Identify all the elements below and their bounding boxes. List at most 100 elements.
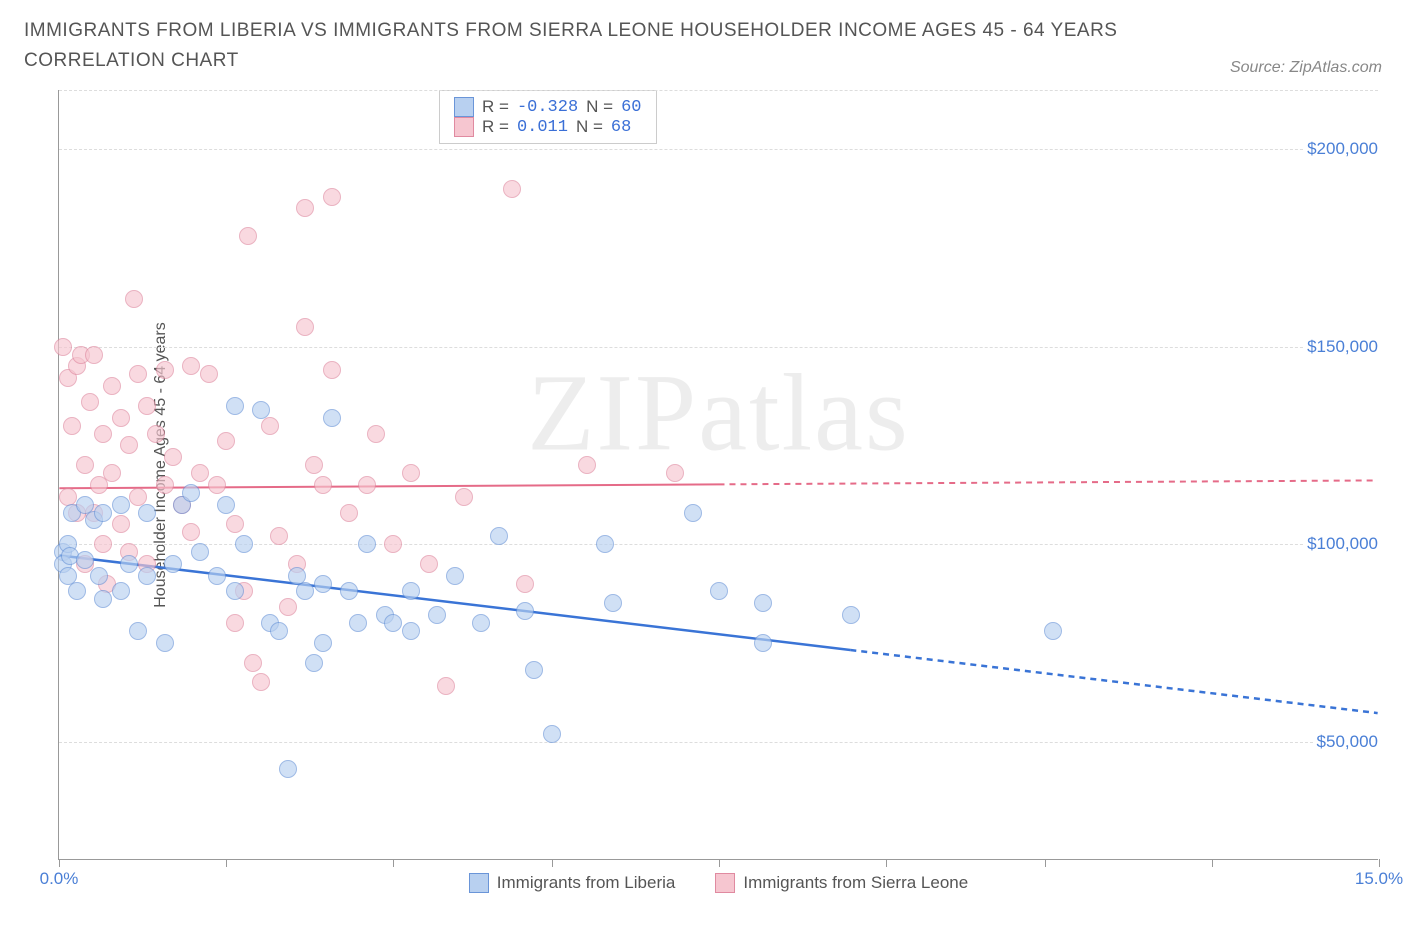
- data-point: [164, 555, 182, 573]
- data-point: [358, 476, 376, 494]
- data-point: [314, 634, 332, 652]
- data-point: [156, 476, 174, 494]
- data-point: [200, 365, 218, 383]
- y-tick-label: $200,000: [1303, 139, 1382, 159]
- data-point: [68, 582, 86, 600]
- data-point: [217, 432, 235, 450]
- data-point: [578, 456, 596, 474]
- x-tick-label: 0.0%: [40, 869, 79, 889]
- data-point: [305, 654, 323, 672]
- data-point: [85, 346, 103, 364]
- x-tick: [226, 859, 227, 867]
- data-point: [279, 760, 297, 778]
- data-point: [296, 199, 314, 217]
- data-point: [384, 535, 402, 553]
- x-tick-label: 15.0%: [1355, 869, 1403, 889]
- series-legend: Immigrants from Liberia Immigrants from …: [59, 873, 1378, 893]
- source-credit: Source: ZipAtlas.com: [1230, 59, 1382, 77]
- data-point: [244, 654, 262, 672]
- data-point: [472, 614, 490, 632]
- x-tick: [1379, 859, 1380, 867]
- data-point: [358, 535, 376, 553]
- legend-swatch-sierra-leone: [454, 117, 474, 137]
- data-point: [314, 476, 332, 494]
- data-point: [420, 555, 438, 573]
- x-tick: [719, 859, 720, 867]
- data-point: [138, 504, 156, 522]
- chart-plot-area: ZIPatlas R = -0.328 N = 60 R = 0.011 N =…: [58, 90, 1378, 860]
- data-point: [428, 606, 446, 624]
- data-point: [384, 614, 402, 632]
- data-point: [261, 417, 279, 435]
- data-point: [156, 634, 174, 652]
- data-point: [129, 622, 147, 640]
- data-point: [842, 606, 860, 624]
- legend-swatch-sierra-leone-icon: [715, 873, 735, 893]
- data-point: [314, 575, 332, 593]
- data-point: [81, 393, 99, 411]
- data-point: [226, 397, 244, 415]
- data-point: [226, 582, 244, 600]
- data-point: [323, 409, 341, 427]
- data-point: [125, 290, 143, 308]
- data-point: [94, 425, 112, 443]
- data-point: [239, 227, 257, 245]
- data-point: [208, 567, 226, 585]
- data-point: [402, 622, 420, 640]
- x-tick: [1212, 859, 1213, 867]
- data-point: [296, 582, 314, 600]
- data-point: [710, 582, 728, 600]
- data-point: [490, 527, 508, 545]
- correlation-legend: R = -0.328 N = 60 R = 0.011 N = 68: [439, 90, 657, 144]
- legend-n-value-1: 68: [611, 118, 631, 137]
- data-point: [182, 523, 200, 541]
- legend-r-value-1: 0.011: [517, 118, 568, 137]
- data-point: [226, 515, 244, 533]
- legend-swatch-liberia: [454, 97, 474, 117]
- data-point: [217, 496, 235, 514]
- gridline: [59, 544, 1378, 545]
- data-point: [182, 357, 200, 375]
- legend-r-label: R =: [482, 97, 509, 117]
- gridline: [59, 347, 1378, 348]
- data-point: [129, 365, 147, 383]
- data-point: [270, 527, 288, 545]
- data-point: [437, 677, 455, 695]
- data-point: [191, 543, 209, 561]
- regression-lines: [59, 90, 1378, 859]
- data-point: [76, 456, 94, 474]
- gridline: [59, 149, 1378, 150]
- data-point: [596, 535, 614, 553]
- data-point: [90, 567, 108, 585]
- data-point: [367, 425, 385, 443]
- x-tick: [59, 859, 60, 867]
- data-point: [323, 361, 341, 379]
- data-point: [446, 567, 464, 585]
- data-point: [94, 590, 112, 608]
- data-point: [103, 377, 121, 395]
- data-point: [156, 361, 174, 379]
- data-point: [54, 338, 72, 356]
- data-point: [120, 436, 138, 454]
- legend-label-1: Immigrants from Sierra Leone: [743, 873, 968, 893]
- data-point: [252, 401, 270, 419]
- data-point: [270, 622, 288, 640]
- data-point: [543, 725, 561, 743]
- y-tick-label: $50,000: [1313, 732, 1382, 752]
- data-point: [684, 504, 702, 522]
- data-point: [252, 673, 270, 691]
- data-point: [754, 594, 772, 612]
- data-point: [402, 464, 420, 482]
- data-point: [147, 425, 165, 443]
- data-point: [305, 456, 323, 474]
- legend-label-0: Immigrants from Liberia: [497, 873, 676, 893]
- data-point: [340, 582, 358, 600]
- legend-n-value-0: 60: [621, 98, 641, 117]
- data-point: [296, 318, 314, 336]
- x-tick: [1045, 859, 1046, 867]
- data-point: [279, 598, 297, 616]
- gridline: [59, 742, 1378, 743]
- legend-r-value-0: -0.328: [517, 98, 578, 117]
- data-point: [94, 535, 112, 553]
- data-point: [120, 555, 138, 573]
